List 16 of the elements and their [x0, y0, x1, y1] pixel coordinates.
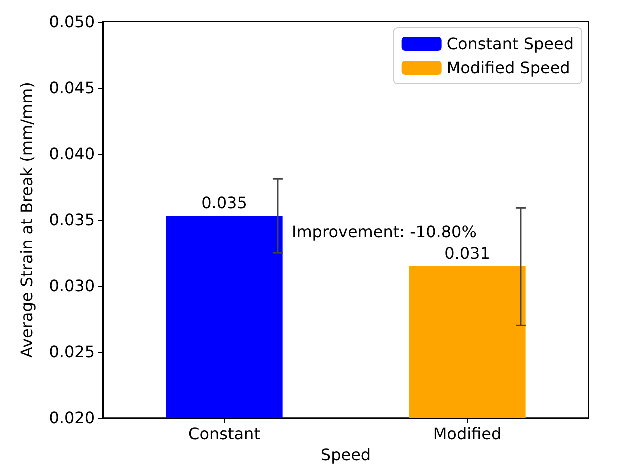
- x-tick-label: Modified: [433, 424, 502, 444]
- y-tick-label: 0.020: [49, 408, 95, 428]
- y-tick-label: 0.035: [49, 210, 95, 230]
- y-tick-label: 0.045: [49, 78, 95, 98]
- legend-label: Modified Speed: [446, 58, 570, 78]
- y-tick-label: 0.040: [49, 144, 95, 164]
- y-tick-label: 0.025: [49, 342, 95, 362]
- y-tick-label: 0.050: [49, 12, 95, 32]
- x-tick-label: Constant: [188, 424, 260, 444]
- y-axis-title: Average Strain at Break (mm/mm): [18, 82, 36, 358]
- y-tick-label: 0.030: [49, 276, 95, 296]
- x-axis-title: Speed: [320, 446, 372, 464]
- data-label: 0.031: [444, 244, 490, 263]
- annotation: Improvement: -10.80%: [292, 222, 477, 242]
- legend-label: Constant Speed: [446, 34, 574, 54]
- data-label: 0.035: [202, 194, 248, 213]
